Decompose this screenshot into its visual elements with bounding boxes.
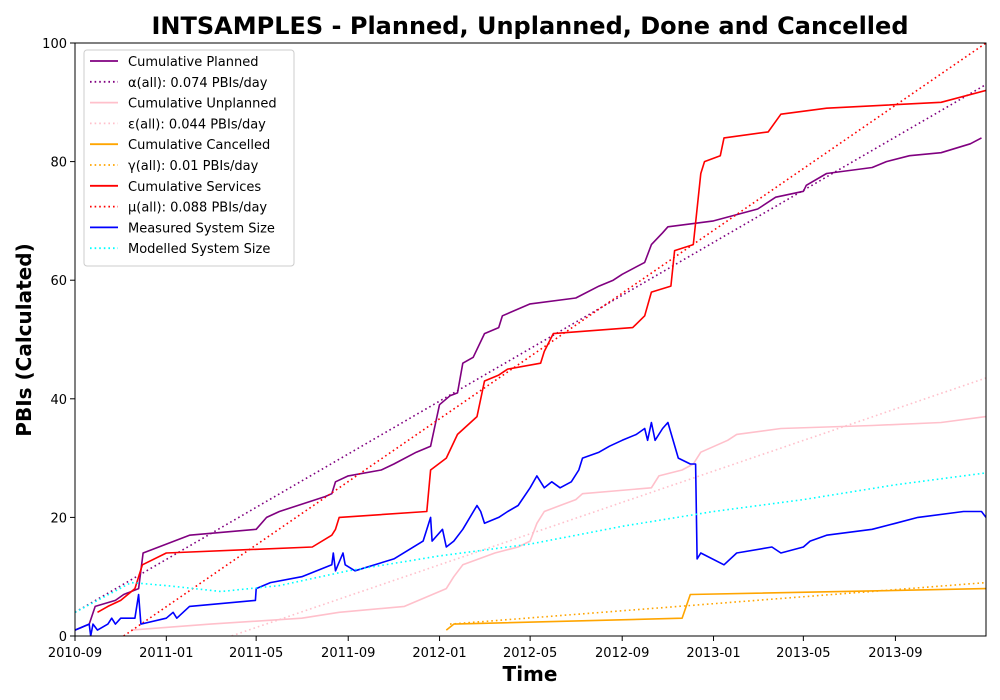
legend-label: μ(all): 0.088 PBIs/day (128, 201, 267, 216)
legend-label: Cumulative Planned (128, 55, 258, 70)
x-tick-label: 2011-05 (229, 646, 283, 661)
x-tick-label: 2013-05 (776, 646, 830, 661)
series-line-4 (445, 587, 986, 631)
series-line-0 (75, 137, 982, 631)
y-tick-label: 0 (59, 630, 67, 645)
y-tick-label: 20 (50, 511, 67, 526)
series-line-5 (449, 581, 986, 625)
x-tick-label: 2012-01 (412, 646, 466, 661)
legend: Cumulative Planned α(all): 0.074 PBIs/day… (83, 49, 295, 267)
x-tick-label: 2011-09 (321, 646, 375, 661)
x-axis-title: Time (503, 662, 558, 686)
legend-label: Measured System Size (128, 221, 275, 236)
legend-label: ε(all): 0.044 PBIs/day (128, 117, 266, 132)
y-tick-label: 80 (50, 156, 67, 171)
plot-area-frame (74, 42, 987, 637)
series-line-2 (131, 415, 986, 631)
legend-label: Cumulative Cancelled (128, 138, 270, 153)
x-tick-label: 2012-09 (595, 646, 649, 661)
chart-title: INTSAMPLES - Planned, Unplanned, Done an… (151, 12, 908, 40)
x-tick-label: 2010-09 (48, 646, 102, 661)
legend-label: α(all): 0.074 PBIs/day (128, 76, 268, 91)
y-tick-label: 40 (50, 393, 67, 408)
axis-ticks: 2010-09 2011-01 2011-05 2011-09 2012-01 2012-… (42, 37, 922, 661)
series-line-1 (75, 83, 986, 613)
x-tick-label: 2013-01 (686, 646, 740, 661)
series-group (75, 43, 986, 636)
legend-label: Modelled System Size (128, 242, 270, 257)
legend-label: γ(all): 0.01 PBIs/day (128, 159, 259, 174)
x-tick-label: 2013-09 (868, 646, 922, 661)
series-line-6 (97, 89, 986, 613)
x-tick-label: 2011-01 (139, 646, 193, 661)
x-tick-label: 2012-05 (503, 646, 557, 661)
y-tick-label: 100 (42, 37, 67, 52)
y-tick-label: 60 (50, 274, 67, 289)
series-line-8 (75, 421, 986, 636)
legend-label: Cumulative Unplanned (128, 97, 277, 112)
legend-box (83, 49, 295, 267)
legend-label: Cumulative Services (128, 180, 261, 195)
y-axis-title: PBIs (Calculated) (12, 243, 36, 436)
